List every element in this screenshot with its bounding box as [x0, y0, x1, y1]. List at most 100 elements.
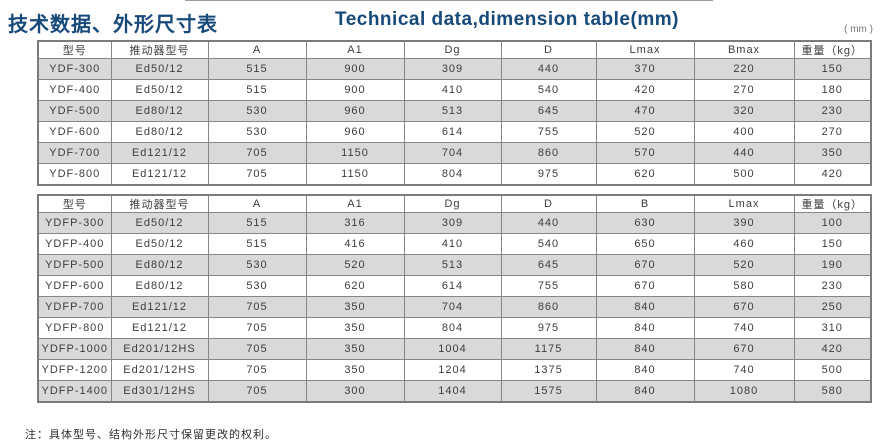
value-cell: 350 — [305, 317, 405, 339]
column-header: A — [207, 194, 307, 213]
value-cell: 540 — [500, 79, 597, 101]
table-row: YDFP-300 Ed50/12 515 316 309 440 630 390 100 — [37, 212, 872, 234]
value-cell: 190 — [793, 254, 872, 276]
value-cell: 410 — [403, 79, 502, 101]
value-cell: 705 — [207, 380, 307, 403]
value-cell: 350 — [793, 142, 872, 164]
model-cell: YDFP-400 — [37, 233, 112, 255]
value-cell: Ed121/12 — [110, 317, 209, 339]
value-cell: 530 — [207, 100, 307, 122]
table-row: YDFP-1000 Ed201/12HS 705 350 1004 1175 840 670 4… — [37, 338, 872, 360]
value-cell: 755 — [500, 121, 597, 143]
column-header: B — [595, 194, 695, 213]
value-cell: 530 — [207, 254, 307, 276]
column-header: Lmax — [595, 40, 695, 59]
value-cell: 515 — [207, 212, 307, 234]
footer-note: 注：具体型号、结构外形尺寸保留更改的权利。 — [25, 429, 277, 441]
column-header: A — [207, 40, 307, 59]
table-row: YDFP-700 Ed121/12 705 350 704 860 840 670 250 — [37, 296, 872, 318]
value-cell: 840 — [595, 338, 695, 360]
value-cell: 900 — [305, 79, 405, 101]
value-cell: 390 — [693, 212, 795, 234]
value-cell: 520 — [305, 254, 405, 276]
value-cell: 500 — [693, 163, 795, 186]
value-cell: 840 — [595, 380, 695, 403]
column-header: A1 — [305, 40, 405, 59]
value-cell: 1575 — [500, 380, 597, 403]
value-cell: 1404 — [403, 380, 502, 403]
model-cell: YDFP-300 — [37, 212, 112, 234]
table-row: YDFP-1200 Ed201/12HS 705 350 1204 1375 840 740 5… — [37, 359, 872, 381]
value-cell: 270 — [693, 79, 795, 101]
table-row: YDF-300 Ed50/12 515 900 309 440 370 220 150 — [37, 58, 872, 80]
value-cell: 270 — [793, 121, 872, 143]
value-cell: 530 — [207, 121, 307, 143]
model-cell: YDFP-1400 — [37, 380, 112, 403]
value-cell: 515 — [207, 79, 307, 101]
value-cell: 670 — [595, 275, 695, 297]
page-artifact-line — [185, 0, 713, 1]
value-cell: 614 — [403, 275, 502, 297]
model-cell: YDF-700 — [37, 142, 112, 164]
value-cell: 1204 — [403, 359, 502, 381]
value-cell: 100 — [793, 212, 872, 234]
model-cell: YDFP-700 — [37, 296, 112, 318]
value-cell: 570 — [595, 142, 695, 164]
value-cell: 515 — [207, 233, 307, 255]
value-cell: 960 — [305, 121, 405, 143]
value-cell: 440 — [500, 212, 597, 234]
value-cell: 705 — [207, 338, 307, 360]
column-header: 推动器型号 — [110, 40, 209, 59]
table-header-row: 型号 推动器型号 A A1 Dg D Lmax Bmax 重量（kg） — [37, 40, 872, 59]
table-row: YDFP-500 Ed80/12 530 520 513 645 670 520 190 — [37, 254, 872, 276]
value-cell: 705 — [207, 317, 307, 339]
value-cell: 220 — [693, 58, 795, 80]
value-cell: 515 — [207, 58, 307, 80]
value-cell: 614 — [403, 121, 502, 143]
page-title-chinese: 技术数据、外形尺寸表 — [8, 14, 218, 36]
table-header-row: 型号 推动器型号 A A1 Dg D B Lmax 重量（kg） — [37, 194, 872, 213]
value-cell: 230 — [793, 100, 872, 122]
value-cell: 530 — [207, 275, 307, 297]
ydf-dimension-table: 型号 推动器型号 A A1 Dg D Lmax Bmax 重量（kg） YDF-300 Ed50/… — [37, 40, 872, 186]
value-cell: 1080 — [693, 380, 795, 403]
value-cell: Ed201/12HS — [110, 338, 209, 360]
value-cell: 513 — [403, 100, 502, 122]
value-cell: 416 — [305, 233, 405, 255]
model-cell: YDFP-1200 — [37, 359, 112, 381]
value-cell: 540 — [500, 233, 597, 255]
model-cell: YDF-600 — [37, 121, 112, 143]
table-row: YDFP-1400 Ed301/12HS 705 300 1404 1575 840 1080… — [37, 380, 872, 403]
value-cell: Ed80/12 — [110, 121, 209, 143]
value-cell: 705 — [207, 142, 307, 164]
value-cell: 460 — [693, 233, 795, 255]
value-cell: 1004 — [403, 338, 502, 360]
value-cell: 630 — [595, 212, 695, 234]
value-cell: 309 — [403, 212, 502, 234]
value-cell: 320 — [693, 100, 795, 122]
value-cell: 804 — [403, 163, 502, 186]
column-header: 型号 — [37, 194, 112, 213]
model-cell: YDF-500 — [37, 100, 112, 122]
column-header: D — [500, 40, 597, 59]
column-header: A1 — [305, 194, 405, 213]
value-cell: Ed301/12HS — [110, 380, 209, 403]
table-row: YDF-400 Ed50/12 515 900 410 540 420 270 180 — [37, 79, 872, 101]
page-header: 技术数据、外形尺寸表 Technical data,dimension tabl… — [0, 6, 881, 36]
value-cell: 230 — [793, 275, 872, 297]
value-cell: 350 — [305, 359, 405, 381]
value-cell: 645 — [500, 100, 597, 122]
model-cell: YDFP-800 — [37, 317, 112, 339]
value-cell: 840 — [595, 359, 695, 381]
value-cell: 704 — [403, 142, 502, 164]
value-cell: 645 — [500, 254, 597, 276]
value-cell: Ed80/12 — [110, 100, 209, 122]
value-cell: 670 — [693, 338, 795, 360]
value-cell: 960 — [305, 100, 405, 122]
table-row: YDF-800 Ed121/12 705 1150 804 975 620 500 420 — [37, 163, 872, 186]
ydfp-dimension-table: 型号 推动器型号 A A1 Dg D B Lmax 重量（kg） YDFP-300 Ed50/12… — [37, 194, 872, 403]
value-cell: 650 — [595, 233, 695, 255]
value-cell: 670 — [595, 254, 695, 276]
value-cell: 500 — [793, 359, 872, 381]
value-cell: 310 — [793, 317, 872, 339]
